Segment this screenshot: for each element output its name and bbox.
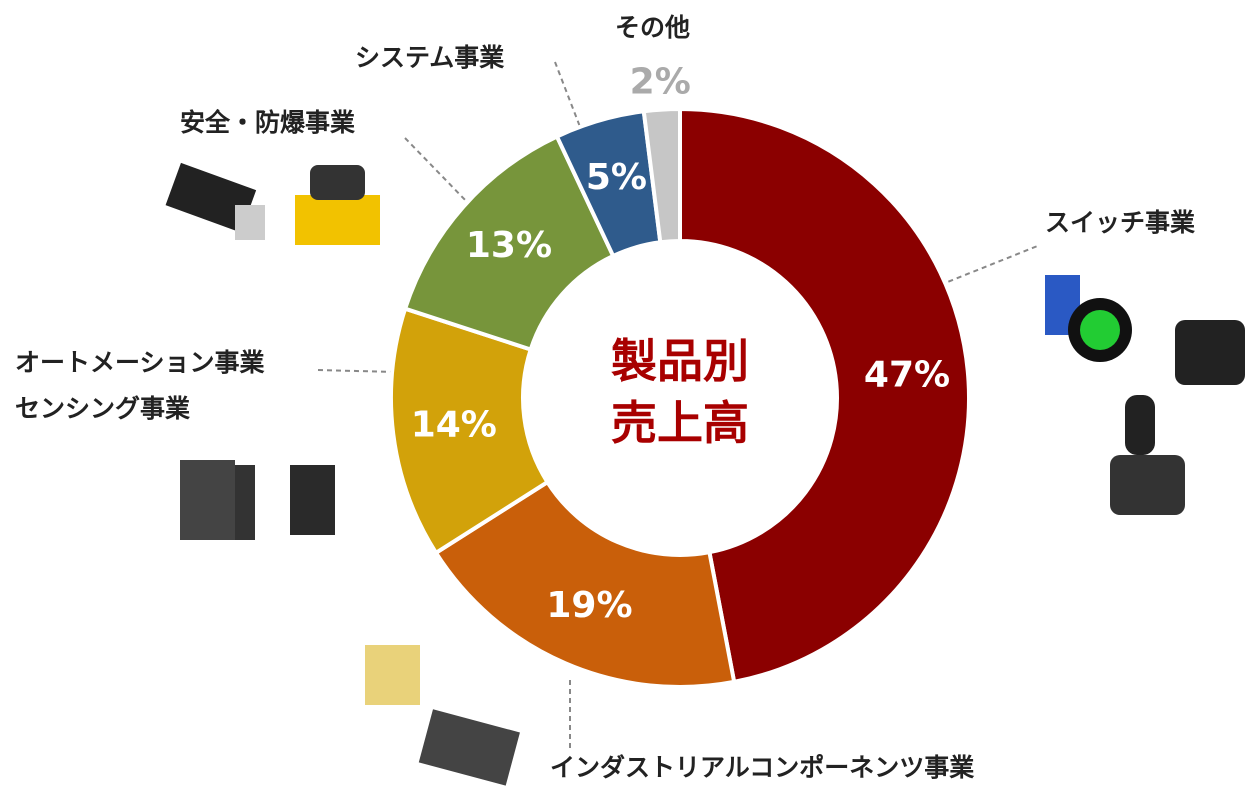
- leader-line: [939, 244, 1041, 286]
- center-label: 製品別 売上高: [611, 334, 749, 450]
- leader-line: [554, 61, 583, 133]
- donut-slice: [678, 106, 971, 685]
- category-label: オートメーション事業 センシング事業: [15, 348, 265, 423]
- leader-line: [317, 369, 396, 373]
- value-label: 2%: [630, 62, 691, 103]
- value-label: 13%: [466, 225, 552, 266]
- donut-slice: [433, 479, 737, 689]
- category-label: スイッチ事業: [1045, 208, 1196, 237]
- donut-slice: [641, 106, 682, 245]
- category-label: その他: [615, 13, 691, 42]
- value-label: 14%: [411, 405, 497, 446]
- value-label: 47%: [864, 355, 950, 396]
- category-label: システム事業: [355, 43, 505, 72]
- leader-line: [404, 137, 471, 206]
- value-label: 19%: [546, 585, 632, 626]
- product-icons: [165, 162, 1245, 786]
- category-label: 安全・防爆事業: [180, 108, 356, 137]
- category-label: インダストリアルコンポーネンツ事業: [550, 753, 975, 782]
- value-label: 5%: [586, 157, 647, 198]
